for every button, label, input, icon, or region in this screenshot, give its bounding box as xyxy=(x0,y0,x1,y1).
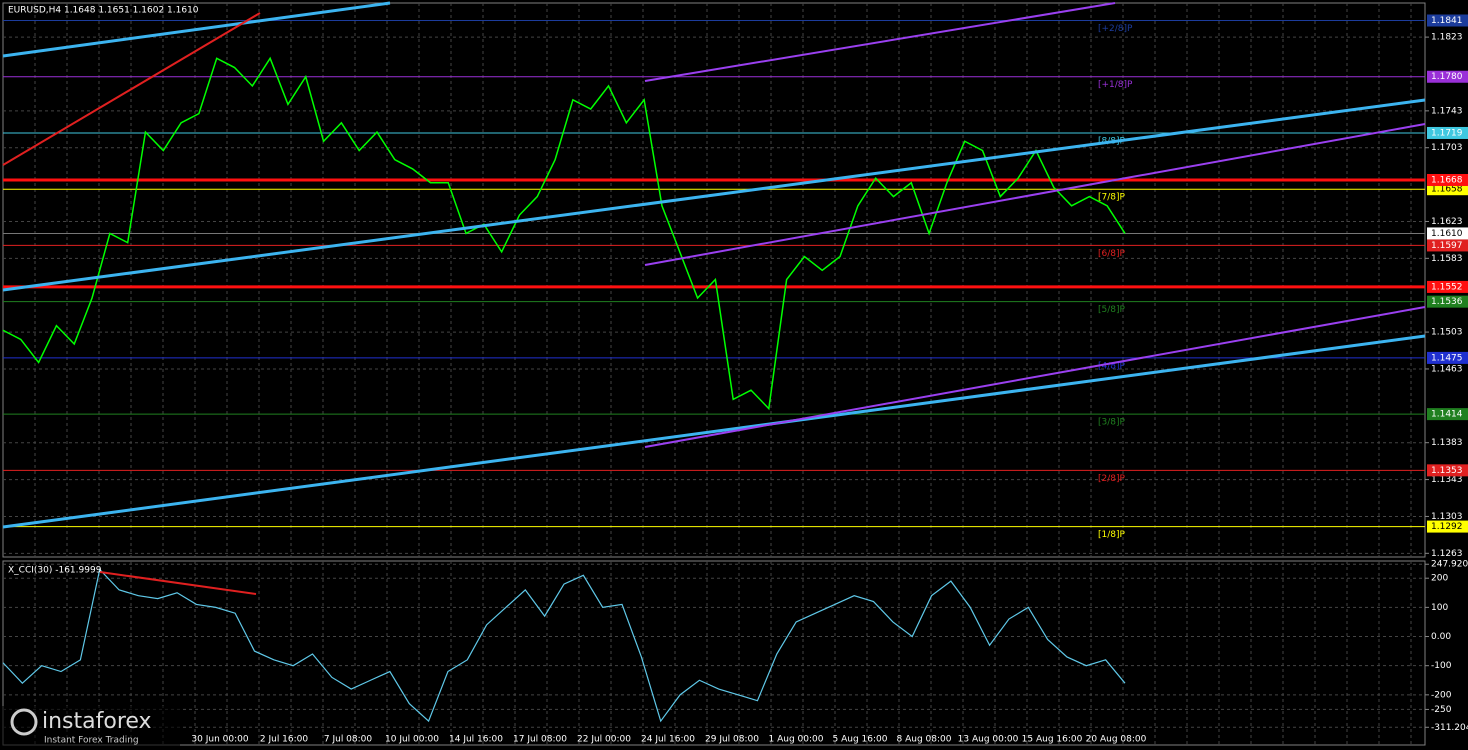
chart-title: EURUSD,H4 1.1648 1.1651 1.1602 1.1610 xyxy=(8,6,199,16)
x-tick-label: 17 Jul 08:00 xyxy=(513,735,567,745)
level-price-box xyxy=(1427,126,1468,139)
x-tick-label: 5 Aug 16:00 xyxy=(833,735,888,745)
trend-line xyxy=(2,334,1426,529)
x-tick-label: 14 Jul 16:00 xyxy=(449,735,503,745)
x-tick-label: 15 Aug 16:00 xyxy=(1022,735,1083,745)
x-tick-label: 29 Jul 08:00 xyxy=(705,735,759,745)
sr-price: 1.1552 xyxy=(1431,282,1463,292)
x-tick-label: 8 Aug 08:00 xyxy=(897,735,952,745)
price-line xyxy=(2,56,1126,411)
cci-frame xyxy=(2,560,1426,746)
y-tick-label: 200 xyxy=(1431,574,1448,584)
y-tick-label: 1.1743 xyxy=(1431,106,1463,116)
level-price: 1.1719 xyxy=(1431,128,1463,138)
y-tick-label: -200 xyxy=(1431,690,1452,700)
x-tick-label: 22 Jul 00:00 xyxy=(577,735,631,745)
cci-title: X_CCI(30) -161.9999 xyxy=(8,566,102,576)
y-tick-label: 100 xyxy=(1431,603,1448,613)
y-tick-label: -100 xyxy=(1431,661,1452,671)
trend-line xyxy=(2,12,261,166)
y-tick-label: 1.1503 xyxy=(1431,328,1463,338)
level-price: 1.1353 xyxy=(1431,466,1463,476)
y-tick-label: 1.1623 xyxy=(1431,217,1463,227)
y-tick-label: 247.9205 xyxy=(1431,560,1468,570)
channel-line xyxy=(644,306,1426,448)
y-tick-label: 1.1823 xyxy=(1431,33,1463,43)
y-tick-label: -250 xyxy=(1431,705,1452,715)
level-price: 1.1597 xyxy=(1431,241,1463,251)
murrey-label: [2/8]P xyxy=(1098,474,1126,484)
x-tick-label: 13 Aug 00:00 xyxy=(958,735,1019,745)
level-price: 1.1658 xyxy=(1431,185,1463,195)
logo-icon xyxy=(10,708,38,736)
level-price-box xyxy=(1427,464,1468,477)
level-price: 1.1475 xyxy=(1431,353,1463,363)
v-grid xyxy=(34,3,1412,745)
murrey-label: [1/8]P xyxy=(1098,530,1126,540)
x-tick-label: 30 Jun 00:00 xyxy=(191,735,248,745)
murrey-label: [+2/8]P xyxy=(1098,24,1133,34)
level-price: 1.1536 xyxy=(1431,297,1463,307)
level-price: 1.1414 xyxy=(1431,410,1463,420)
y-tick-label: -311.204 xyxy=(1431,723,1468,733)
main-frame xyxy=(2,2,1426,558)
level-price-box xyxy=(1427,295,1468,308)
y-tick-label: 0.00 xyxy=(1431,632,1451,642)
plot: 1.1823 1.1743 1.1703 1.1623 1.1583 1.1503 1.14… xyxy=(2,14,1468,745)
y-tick-label: 1.1303 xyxy=(1431,512,1463,522)
x-tick-label: 7 Jul 08:00 xyxy=(324,735,373,745)
channel-line xyxy=(644,123,1426,266)
logo-name: instaforex xyxy=(42,709,152,734)
logo-tagline: Instant Forex Trading xyxy=(44,736,139,746)
murrey-label: [6/8]P xyxy=(1098,249,1126,259)
current-price-box xyxy=(1427,227,1468,240)
current-price: 1.1610 xyxy=(1431,229,1463,239)
y-tick-label: 1.1383 xyxy=(1431,438,1463,448)
x-tick-label: 1 Aug 00:00 xyxy=(769,735,824,745)
x-tick-label: 10 Jul 00:00 xyxy=(385,735,439,745)
level-price-box xyxy=(1427,183,1468,196)
x-tick-label: 20 Aug 08:00 xyxy=(1086,735,1147,745)
y-tick-label: 1.1263 xyxy=(1431,549,1463,559)
y-tick-label: 1.1703 xyxy=(1431,143,1463,153)
sr-price-box xyxy=(1427,280,1468,293)
y-tick-label: 1.1583 xyxy=(1431,254,1463,264)
level-price-box xyxy=(1427,520,1468,533)
level-price: 1.1780 xyxy=(1431,72,1463,82)
divergence-line xyxy=(99,571,257,595)
sr-price-box xyxy=(1427,173,1468,186)
sr-price: 1.1668 xyxy=(1431,175,1463,185)
x-tick-label: 24 Jul 16:00 xyxy=(641,735,695,745)
x-tick-label: 2 Jul 16:00 xyxy=(260,735,309,745)
level-price: 1.1292 xyxy=(1431,522,1463,532)
murrey-label: [7/8]P xyxy=(1098,193,1126,203)
trend-line xyxy=(2,1,391,58)
murrey-label: [3/8]P xyxy=(1098,418,1126,428)
trend-line xyxy=(2,98,1426,292)
level-price-box xyxy=(1427,14,1468,27)
murrey-label: [5/8]P xyxy=(1098,305,1126,315)
level-price: 1.1841 xyxy=(1431,16,1463,26)
y-tick-label: 1.1463 xyxy=(1431,364,1463,374)
level-price-box xyxy=(1427,70,1468,83)
murrey-label: [+1/8]P xyxy=(1098,80,1133,90)
murrey-label: [4/8]P xyxy=(1098,361,1126,371)
level-price-box xyxy=(1427,239,1468,252)
level-price-box xyxy=(1427,351,1468,364)
level-price-box xyxy=(1427,408,1468,421)
cci-line xyxy=(2,568,1126,723)
y-tick-label: 1.1343 xyxy=(1431,475,1463,485)
channel-line xyxy=(644,2,1116,82)
